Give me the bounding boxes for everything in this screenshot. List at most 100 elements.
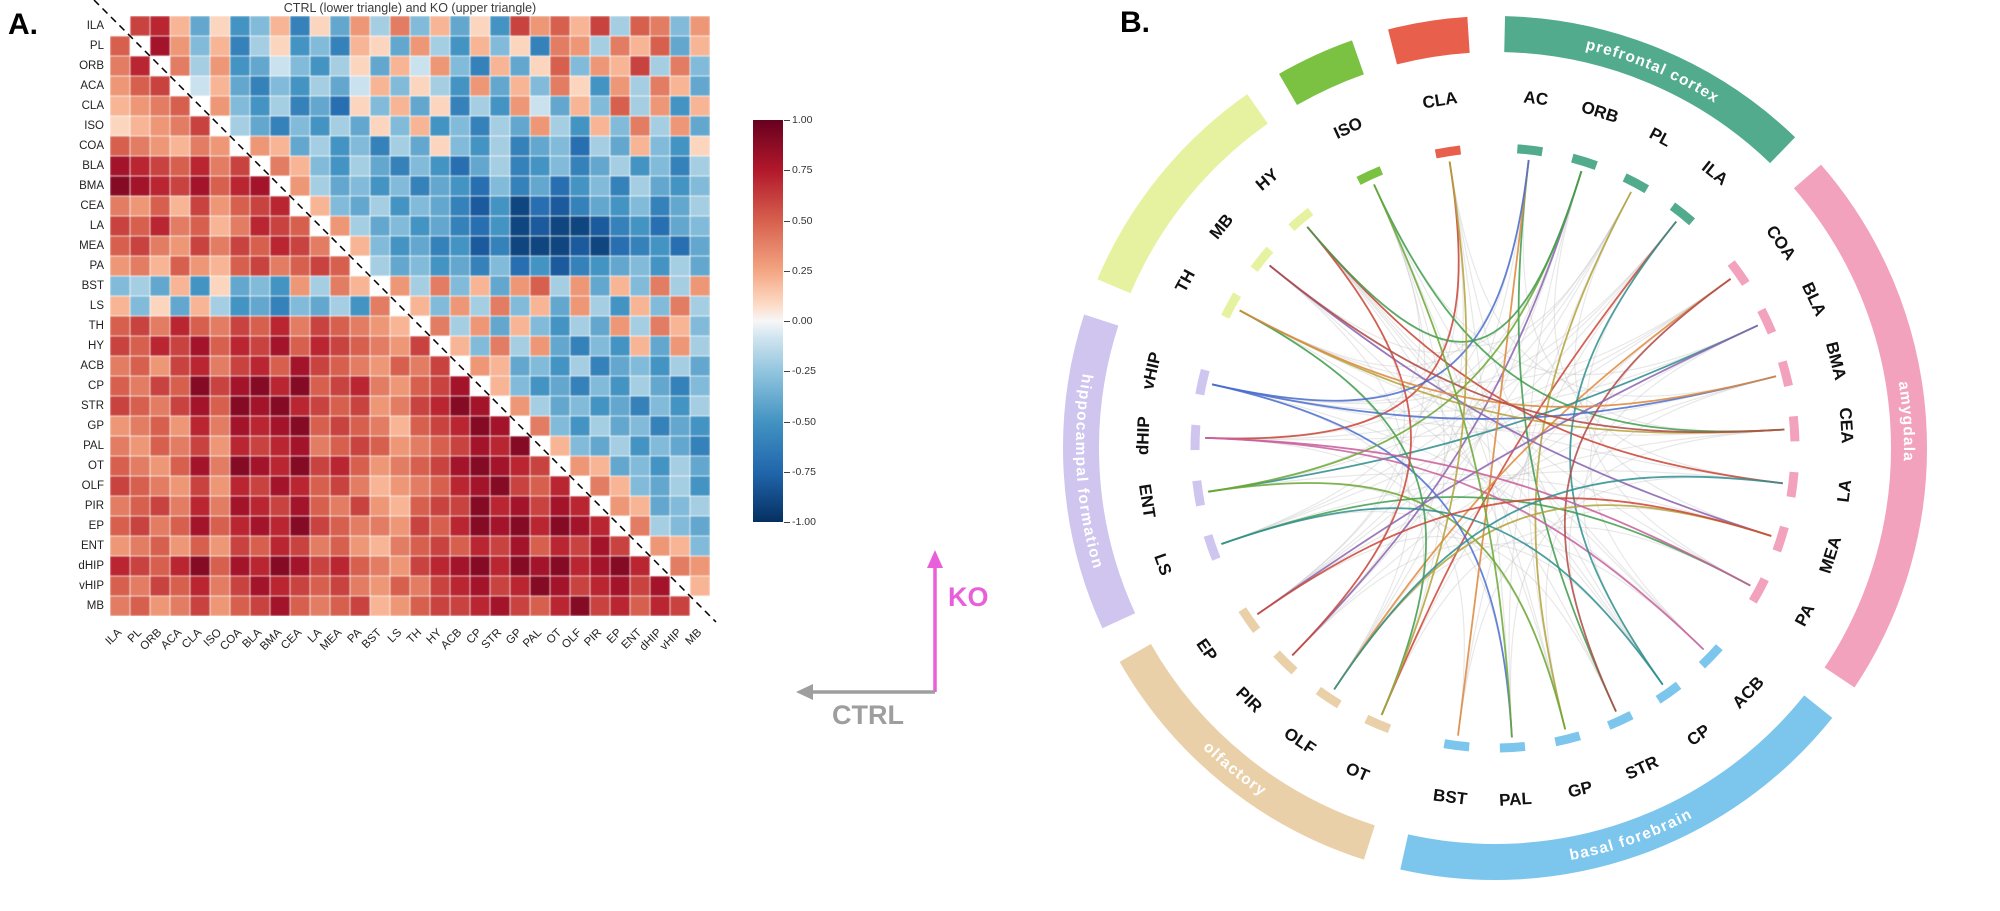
heatmap-row-label: MEA <box>79 240 104 252</box>
chord-link <box>1208 324 1759 493</box>
ko-arrow-label: KO <box>948 582 989 612</box>
heatmap-row-label: BMA <box>79 180 104 192</box>
group-arc <box>1388 16 1470 65</box>
chord-link <box>1256 324 1759 616</box>
chord-link <box>1333 475 1783 690</box>
node-label: COA <box>1762 222 1799 264</box>
heatmap-col-labels: ILA PL ORB ACA CLA ISO COA BLA BMA CEA LA MEA PA BST L… <box>104 620 730 700</box>
chord-link-gray <box>1221 191 1632 545</box>
node-label: LA <box>1834 478 1856 503</box>
node-label: OT <box>1343 759 1373 786</box>
heatmap-row-label: BLA <box>82 160 104 172</box>
chord-link-gray <box>1381 526 1751 716</box>
chord-link-gray <box>1373 184 1705 650</box>
node-label: PIR <box>1232 683 1266 716</box>
chord-link <box>1205 437 1751 587</box>
chord-link <box>1221 507 1664 686</box>
chord-link-gray <box>1457 221 1677 736</box>
node-label: TH <box>1171 266 1198 295</box>
heatmap-row-label: OT <box>88 460 104 472</box>
node-tick <box>1443 739 1470 752</box>
node-tick <box>1499 742 1526 753</box>
heatmap-row-label: PA <box>89 260 105 272</box>
node-label: PAL <box>1499 789 1533 810</box>
node-tick <box>1356 166 1384 185</box>
heatmap-row-label: PAL <box>83 440 104 452</box>
chord-link <box>1256 497 1772 616</box>
panel-b-chord-diagram: B. prefrontal cortex amygdala basal forebr… <box>1000 0 2000 911</box>
colorbar-tick-mark <box>784 321 790 322</box>
heatmap-row-label: CLA <box>81 100 104 112</box>
node-tick <box>1554 731 1581 747</box>
node-tick <box>1772 525 1789 553</box>
node-label: ORB <box>1579 97 1621 126</box>
node-tick <box>1748 577 1769 604</box>
node-tick <box>1364 714 1392 734</box>
node-tick <box>1757 307 1777 335</box>
node-tick <box>1203 534 1221 561</box>
chord-link-gray <box>1269 171 1582 354</box>
node-label: ISO <box>1331 113 1366 143</box>
colorbar-tick-label: 0.25 <box>792 264 813 277</box>
chord-link-gray <box>1306 226 1705 650</box>
node-label: HY <box>1252 164 1283 194</box>
node-label: PA <box>1791 601 1818 630</box>
chord-link <box>1517 159 1617 712</box>
chord-link-gray <box>1568 375 1777 712</box>
node-tick <box>1195 368 1210 396</box>
chord-link-gray <box>1306 226 1566 730</box>
chord-link-gray <box>1239 278 1731 384</box>
node-tick <box>1288 207 1314 231</box>
heatmap-row-label: dHIP <box>78 560 104 572</box>
chord-link <box>1221 496 1751 587</box>
colorbar-tick-label: -0.50 <box>792 415 816 428</box>
colorbar-tick-label: -0.25 <box>792 365 816 378</box>
group-arc-label: amygdala <box>1895 380 1917 462</box>
colorbar-tick-label: 0.75 <box>792 164 813 177</box>
node-label: ENT <box>1135 483 1159 520</box>
chord-link-gray <box>1257 535 1617 712</box>
node-label: MB <box>1206 210 1237 243</box>
heatmap-grid <box>110 16 710 616</box>
node-label: GP <box>1566 777 1594 801</box>
chord-link <box>1239 309 1777 408</box>
node-label: BST <box>1432 786 1469 809</box>
heatmap-row-label: GP <box>87 420 104 432</box>
chord-link-gray <box>1553 171 1783 484</box>
heatmap-row-label: MB <box>86 600 104 612</box>
heatmap-row-label: BST <box>81 280 104 292</box>
heatmap-row-label: ENT <box>81 540 104 552</box>
colorbar-tick-mark <box>784 421 790 423</box>
colorbar-tick-label: 1.00 <box>792 114 813 126</box>
chord-link <box>1380 221 1677 716</box>
chord-link <box>1211 383 1513 738</box>
node-label: PL <box>1646 124 1674 151</box>
heatmap-row-label: CP <box>88 380 104 392</box>
node-tick <box>1238 607 1261 633</box>
node-tick <box>1777 360 1793 387</box>
heatmap-title: CTRL (lower triangle) and KO (upper tria… <box>283 1 537 15</box>
node-tick <box>1434 145 1462 159</box>
chord-link-gray <box>1257 428 1785 615</box>
chord-link <box>1380 161 1468 716</box>
ctrl-arrowhead-icon <box>796 684 813 700</box>
ko-arrowhead-icon <box>927 550 943 568</box>
chord-link <box>1563 278 1732 712</box>
heatmap-row-label: PIR <box>84 500 104 512</box>
node-tick <box>1273 650 1298 675</box>
heatmap-row-labels: ILA PL ORB ACA CLA ISO COA BLA BMA CEA LA MEA PA BST L… <box>0 16 106 616</box>
node-tick <box>1698 644 1723 669</box>
group-arc <box>1063 314 1136 629</box>
chord-link <box>1269 264 1785 434</box>
node-label: OLF <box>1280 724 1319 759</box>
node-tick <box>1655 681 1682 704</box>
heatmap-row-label: ISO <box>84 120 104 132</box>
node-tick <box>1669 202 1696 226</box>
node-label: CEA <box>1836 407 1857 444</box>
node-tick <box>1788 415 1800 442</box>
chord-link-gray <box>1306 226 1664 685</box>
heatmap-colorbar <box>753 120 783 522</box>
node-label: CP <box>1683 721 1713 750</box>
